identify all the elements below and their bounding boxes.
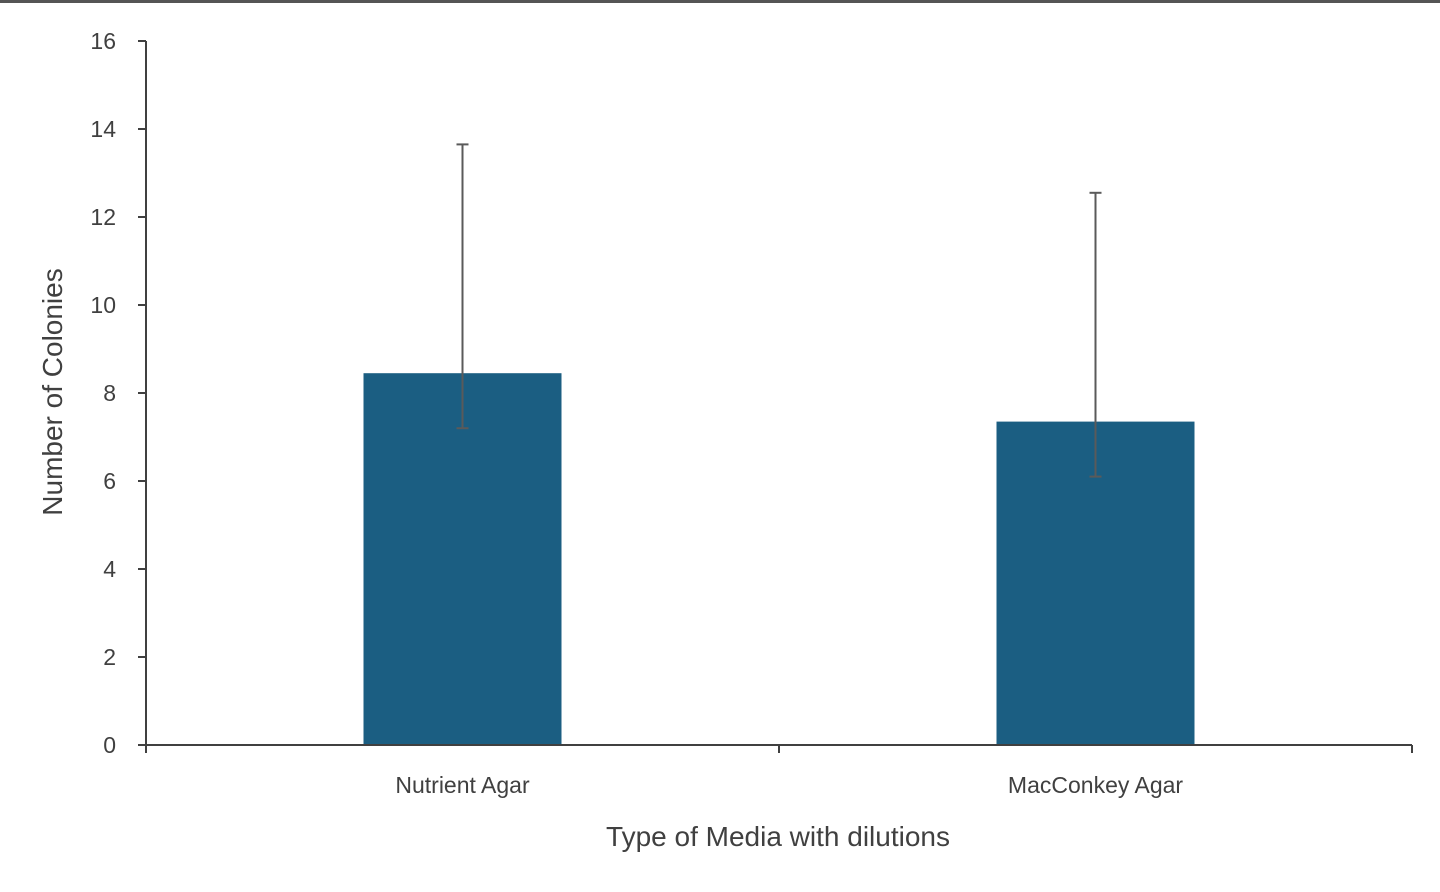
y-tick-label: 2 bbox=[103, 644, 116, 670]
x-tick-label: Nutrient Agar bbox=[395, 772, 530, 798]
bar-nutrient-agar bbox=[363, 373, 562, 745]
y-tick-label: 4 bbox=[103, 556, 116, 582]
top-border bbox=[0, 0, 1440, 3]
bars-layer bbox=[363, 373, 1195, 745]
x-tick-label: MacConkey Agar bbox=[1008, 772, 1183, 798]
y-tick-label: 10 bbox=[90, 292, 116, 318]
labels-layer: Nutrient Agar MacConkey Agar 0 2 4 6 8 10 12 14 16 bbox=[90, 28, 1183, 798]
y-tick-label: 16 bbox=[90, 28, 116, 54]
y-tick-label: 14 bbox=[90, 116, 116, 142]
y-tick-label: 8 bbox=[103, 380, 116, 406]
y-tick-label: 12 bbox=[90, 204, 116, 230]
error-bars-layer bbox=[456, 143, 1102, 478]
y-tick-label: 0 bbox=[103, 732, 116, 758]
x-axis-title: Type of Media with dilutions bbox=[606, 821, 950, 852]
y-axis-title: Number of Colonies bbox=[37, 268, 68, 515]
y-tick-label: 6 bbox=[103, 468, 116, 494]
axes-layer bbox=[138, 40, 1413, 753]
